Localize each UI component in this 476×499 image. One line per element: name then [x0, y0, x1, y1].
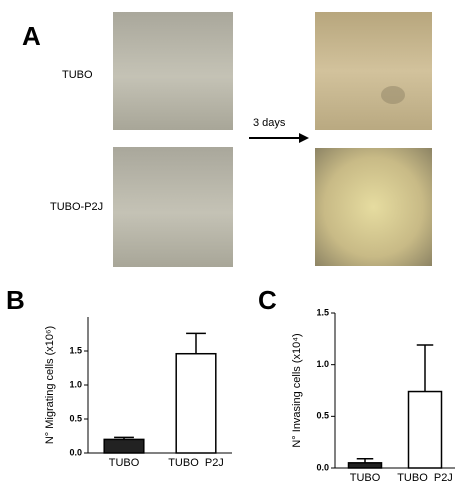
row-label: TUBO-P2J — [50, 201, 103, 213]
y-axis-label: N° Migrating cells (x10⁶) — [44, 326, 56, 444]
micrograph-spot — [381, 86, 405, 104]
y-tick-label: 0.5 — [316, 411, 329, 421]
panel-label: A — [22, 21, 41, 51]
panel-label: B — [6, 285, 25, 315]
y-axis-label: N° Invasing cells (x10⁴) — [291, 333, 303, 447]
x-tick-label: TUBO P2J — [168, 457, 224, 469]
y-tick-label: 0.0 — [69, 447, 82, 457]
bar — [347, 462, 383, 469]
y-tick-label: 1.0 — [69, 379, 82, 389]
micrograph — [315, 148, 432, 266]
arrow-head — [299, 133, 309, 143]
bar — [103, 438, 145, 454]
y-tick-label: 1.0 — [316, 359, 329, 369]
bar — [407, 390, 443, 469]
y-tick-label: 1.5 — [316, 307, 329, 317]
x-tick-label: TUBO P2J — [397, 472, 453, 484]
y-tick-label: 0.5 — [69, 413, 82, 423]
x-tick-label: TUBO — [109, 457, 140, 469]
y-tick-label: 1.5 — [69, 345, 82, 355]
panel-label: C — [258, 285, 277, 315]
micrograph — [113, 147, 233, 267]
micrograph — [315, 12, 432, 130]
row-label: TUBO — [62, 69, 93, 81]
micrograph — [113, 12, 233, 130]
x-tick-label: TUBO — [350, 472, 381, 484]
arrow-label: 3 days — [253, 117, 286, 129]
y-tick-label: 0.0 — [316, 462, 329, 472]
bar — [175, 352, 217, 454]
